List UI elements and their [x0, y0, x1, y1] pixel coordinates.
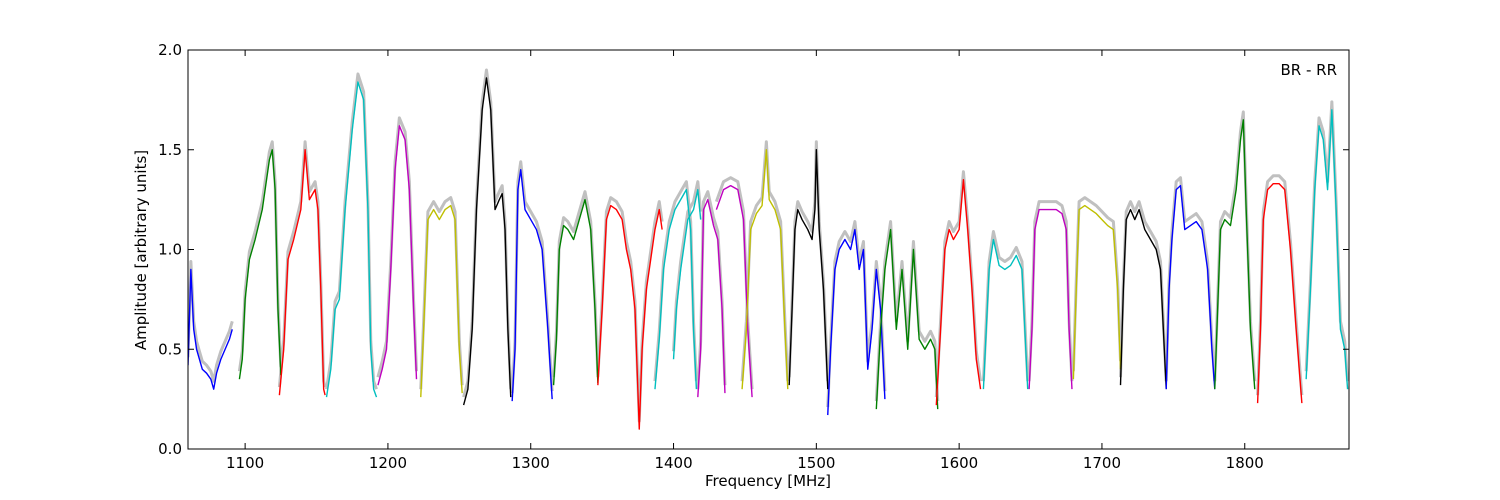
band-15-line [741, 149, 789, 390]
band-24-line [1165, 184, 1216, 390]
plot-area [187, 49, 1350, 450]
band-2-line [238, 149, 282, 380]
x-tick-label: 1400 [654, 454, 692, 472]
y-tick-label: 2.0 [158, 41, 182, 59]
band-23-line [1119, 208, 1167, 390]
band-22-line [1072, 204, 1122, 380]
y-tick-label: 1.0 [158, 241, 182, 259]
band-25-line [1214, 119, 1256, 390]
band-18-line [875, 228, 939, 410]
x-tick-label: 1100 [226, 454, 264, 472]
band-1-line [188, 268, 233, 390]
x-tick-label: 1800 [1226, 454, 1264, 472]
chart-annotation: BR - RR [1280, 61, 1337, 79]
band-13-line [697, 198, 726, 398]
band-7-line [462, 77, 512, 406]
y-tick-label: 1.5 [158, 141, 182, 159]
x-tick-label: 1500 [797, 454, 835, 472]
x-axis-label: Frequency [MHz] [705, 472, 831, 490]
x-tick-label: 1200 [369, 454, 407, 472]
band-20-line [982, 238, 1029, 390]
band-21-line [1028, 208, 1073, 390]
band-4-line [325, 81, 378, 398]
band-8-line [511, 169, 553, 402]
band-6-line [420, 204, 463, 398]
band-3-line [278, 149, 326, 396]
x-tick-label: 1300 [512, 454, 550, 472]
reference-band-line [672, 180, 703, 352]
band-11-line [654, 188, 698, 390]
y-tick-label: 0.0 [158, 440, 182, 458]
band-17-line [827, 228, 886, 416]
reference-band-line [596, 196, 664, 423]
series-layer [188, 77, 1349, 430]
band-19-line [935, 178, 982, 406]
band-12-line [672, 188, 702, 360]
band-10-line [597, 204, 663, 430]
axes-background [188, 50, 1349, 449]
band-9-line [552, 198, 599, 386]
band-16-line [788, 149, 829, 390]
x-axis-ticks: 1100 1200 1300 1400 1500 1600 1700 1800 [226, 50, 1264, 472]
band-5-line [377, 125, 418, 386]
y-axis-label: Amplitude [arbitrary units] [132, 150, 150, 350]
y-axis-ticks: 0.0 0.5 1.0 1.5 2.0 [158, 41, 1349, 458]
x-tick-label: 1700 [1083, 454, 1121, 472]
band-27-line [1305, 109, 1349, 390]
x-tick-label: 1600 [940, 454, 978, 472]
band-26-line [1256, 182, 1303, 404]
y-tick-label: 0.5 [158, 340, 182, 358]
band-14-line [715, 184, 753, 398]
